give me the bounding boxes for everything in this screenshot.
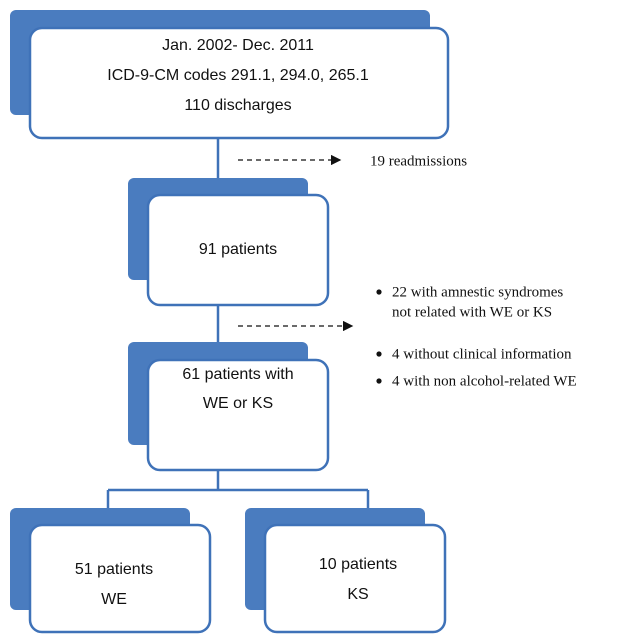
boxes xyxy=(10,10,450,634)
exclusion-text: 19 readmissions xyxy=(370,153,467,169)
node-text: KS xyxy=(347,586,368,603)
exclusion-text: 4 with non alcohol-related WE xyxy=(392,373,577,389)
node-text: Jan. 2002- Dec. 2011 xyxy=(162,37,314,54)
connectors xyxy=(106,138,370,510)
exclusion-text: not related with WE or KS xyxy=(392,304,552,320)
node-text: WE xyxy=(101,591,127,608)
node-text: WE or KS xyxy=(203,395,273,412)
node-text: 91 patients xyxy=(199,241,277,258)
node-text: 110 discharges xyxy=(184,97,291,114)
node-text: 51 patients xyxy=(75,561,153,578)
node-text: 10 patients xyxy=(319,556,397,573)
node-text: 61 patients with xyxy=(182,366,293,383)
exclusion-text: 4 without clinical information xyxy=(392,346,572,362)
exclusion-text: 22 with amnestic syndromes xyxy=(392,284,563,300)
node-text: ICD-9-CM codes 291.1, 294.0, 265.1 xyxy=(107,67,369,84)
